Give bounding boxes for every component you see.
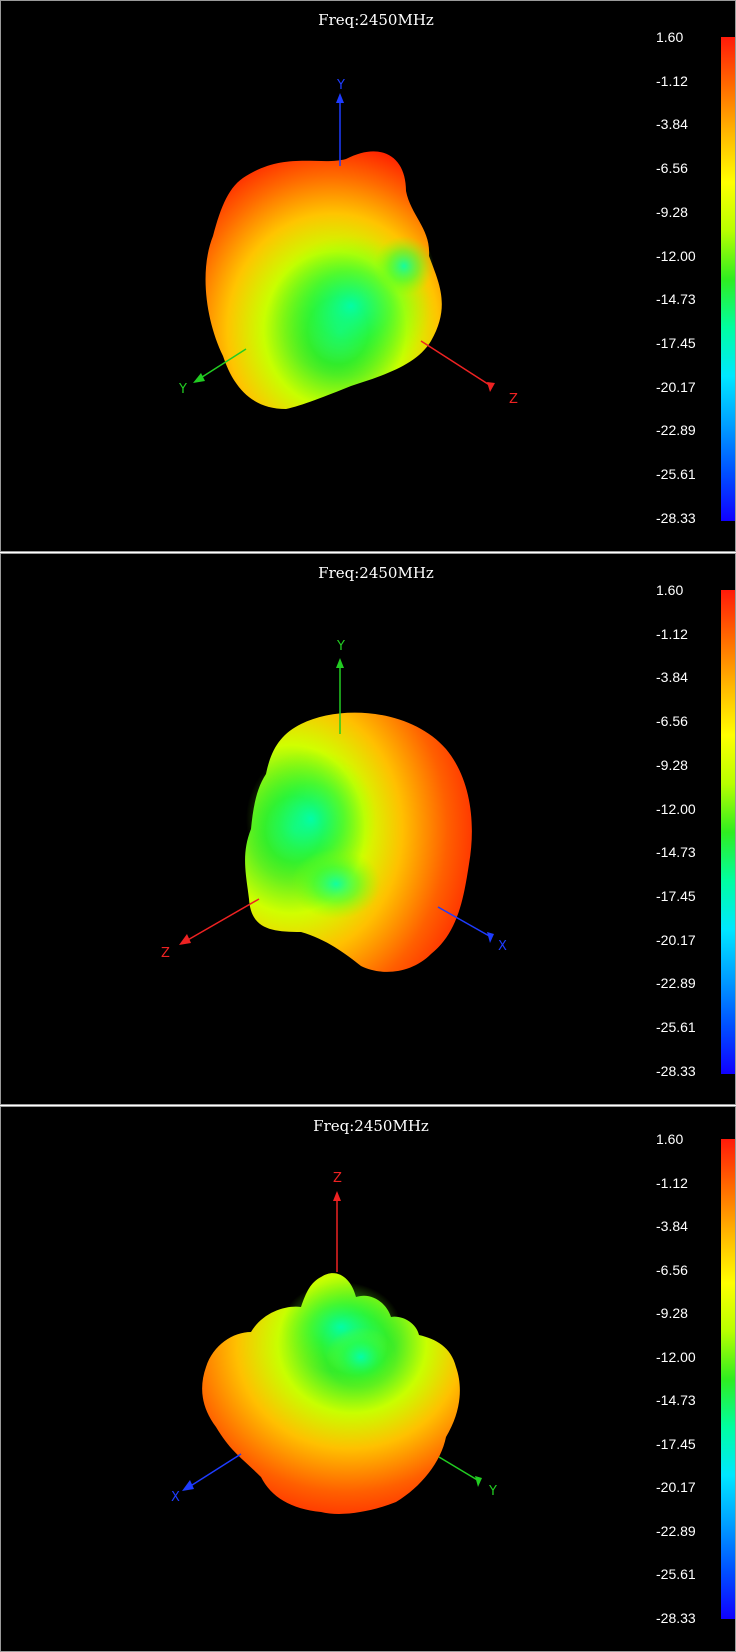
- colorbar-tick-label: -22.89: [656, 975, 696, 992]
- frequency-label: Freq:2450MHz: [313, 1117, 429, 1135]
- colorbar-ticks: 1.60 -1.12 -3.84 -6.56 -9.28 -12.00 -14.73 -17.…: [656, 1107, 716, 1651]
- axis-label-z: Z: [333, 1171, 342, 1186]
- colorbar-tick-label: -12.00: [656, 1348, 696, 1365]
- axis-label-x: X: [498, 939, 507, 954]
- colorbar-tick-label: -1.12: [656, 625, 688, 642]
- colorbar-tick-label: -25.61: [656, 466, 696, 482]
- y-axis-green: Y: [336, 639, 345, 734]
- frequency-label: Freq:2450MHz: [318, 11, 434, 29]
- colorbar-tick-label: 1.60: [656, 582, 684, 598]
- colorbar-tick-label: -3.84: [656, 1218, 688, 1234]
- colorbar-tick-label: -20.17: [656, 1479, 696, 1495]
- colorbar-tick-label: -3.84: [656, 669, 688, 686]
- z-axis-red: Z: [333, 1171, 342, 1272]
- colorbar-tick-label: -1.12: [656, 72, 688, 89]
- colorbar-tick-label: -17.45: [656, 334, 696, 351]
- colorbar-ticks: 1.60 -1.12 -3.84 -6.56 -9.28 -12.00 -14.73 -17.…: [656, 554, 716, 1104]
- colorbar-tick-label: -6.56: [656, 160, 688, 177]
- colorbar-tick-label: -22.89: [656, 1522, 696, 1539]
- colorbar-tick-label: -12.00: [656, 800, 696, 817]
- radiation-pattern-3d[interactable]: Y Z X: [1, 554, 736, 1105]
- colorbar: [721, 37, 735, 521]
- pattern-view-2[interactable]: Freq:2450MHz: [0, 553, 736, 1105]
- y-axis-blue: Y: [336, 78, 345, 166]
- colorbar-tick-label: -20.17: [656, 378, 696, 395]
- colorbar-tick-label: -6.56: [656, 1261, 688, 1278]
- colorbar: [721, 590, 735, 1074]
- axis-label-z: Z: [509, 392, 518, 407]
- pattern-view-1[interactable]: Freq:2450MHz: [0, 0, 736, 552]
- axis-label-y: Y: [336, 78, 345, 93]
- axis-label-y: Y: [178, 382, 187, 397]
- y-axis-green: Y: [438, 1456, 497, 1499]
- pattern-surface: [205, 151, 442, 409]
- axis-label-z: Z: [161, 946, 170, 961]
- y-axis-green: Y: [178, 348, 247, 397]
- colorbar-tick-label: -6.56: [656, 713, 688, 730]
- colorbar-tick-label: -14.73: [656, 1392, 696, 1408]
- colorbar-tick-label: -17.45: [656, 1435, 696, 1452]
- axis-label-x: X: [171, 1490, 180, 1505]
- pattern-surface: [245, 712, 472, 972]
- colorbar-tick-label: -28.33: [656, 1062, 696, 1079]
- colorbar-tick-label: -17.45: [656, 887, 696, 904]
- colorbar-tick-label: -1.12: [656, 1174, 688, 1191]
- colorbar-tick-label: -28.33: [656, 1609, 696, 1626]
- colorbar-tick-label: -9.28: [656, 1305, 688, 1321]
- frequency-label: Freq:2450MHz: [318, 564, 434, 582]
- pattern-surface: [202, 1273, 460, 1514]
- axis-label-y: Y: [488, 1484, 497, 1499]
- axis-triad: Y Z X: [161, 639, 507, 961]
- colorbar-tick-label: -20.17: [656, 931, 696, 948]
- pattern-view-3[interactable]: Freq:2450MHz: [0, 1106, 736, 1652]
- axis-triad: Z X Y: [171, 1171, 497, 1505]
- colorbar-tick-label: -12.00: [656, 247, 696, 264]
- radiation-pattern-3d[interactable]: Z X Y: [1, 1107, 736, 1652]
- radiation-pattern-3d[interactable]: Y Y Z: [1, 1, 736, 552]
- colorbar-tick-label: -3.84: [656, 116, 688, 133]
- colorbar-tick-label: -25.61: [656, 1019, 696, 1035]
- colorbar-tick-label: -9.28: [656, 203, 688, 220]
- colorbar-tick-label: -22.89: [656, 422, 696, 439]
- colorbar-tick-label: -14.73: [656, 291, 696, 308]
- colorbar: [721, 1139, 735, 1619]
- axis-label-y: Y: [336, 639, 345, 654]
- colorbar-tick-label: -25.61: [656, 1566, 696, 1582]
- colorbar-tick-label: -28.33: [656, 509, 696, 526]
- x-axis-blue: X: [171, 1453, 242, 1505]
- z-axis-red: Z: [420, 340, 518, 407]
- colorbar-tick-label: -14.73: [656, 844, 696, 861]
- colorbar-tick-label: 1.60: [656, 29, 684, 45]
- x-axis-blue: X: [437, 906, 507, 954]
- colorbar-ticks: 1.60 -1.12 -3.84 -6.56 -9.28 -12.00 -14.73 -17.…: [656, 1, 716, 551]
- colorbar-tick-label: 1.60: [656, 1131, 684, 1147]
- axis-triad: Y Y Z: [178, 78, 518, 407]
- z-axis-red: Z: [161, 898, 260, 961]
- colorbar-tick-label: -9.28: [656, 756, 688, 773]
